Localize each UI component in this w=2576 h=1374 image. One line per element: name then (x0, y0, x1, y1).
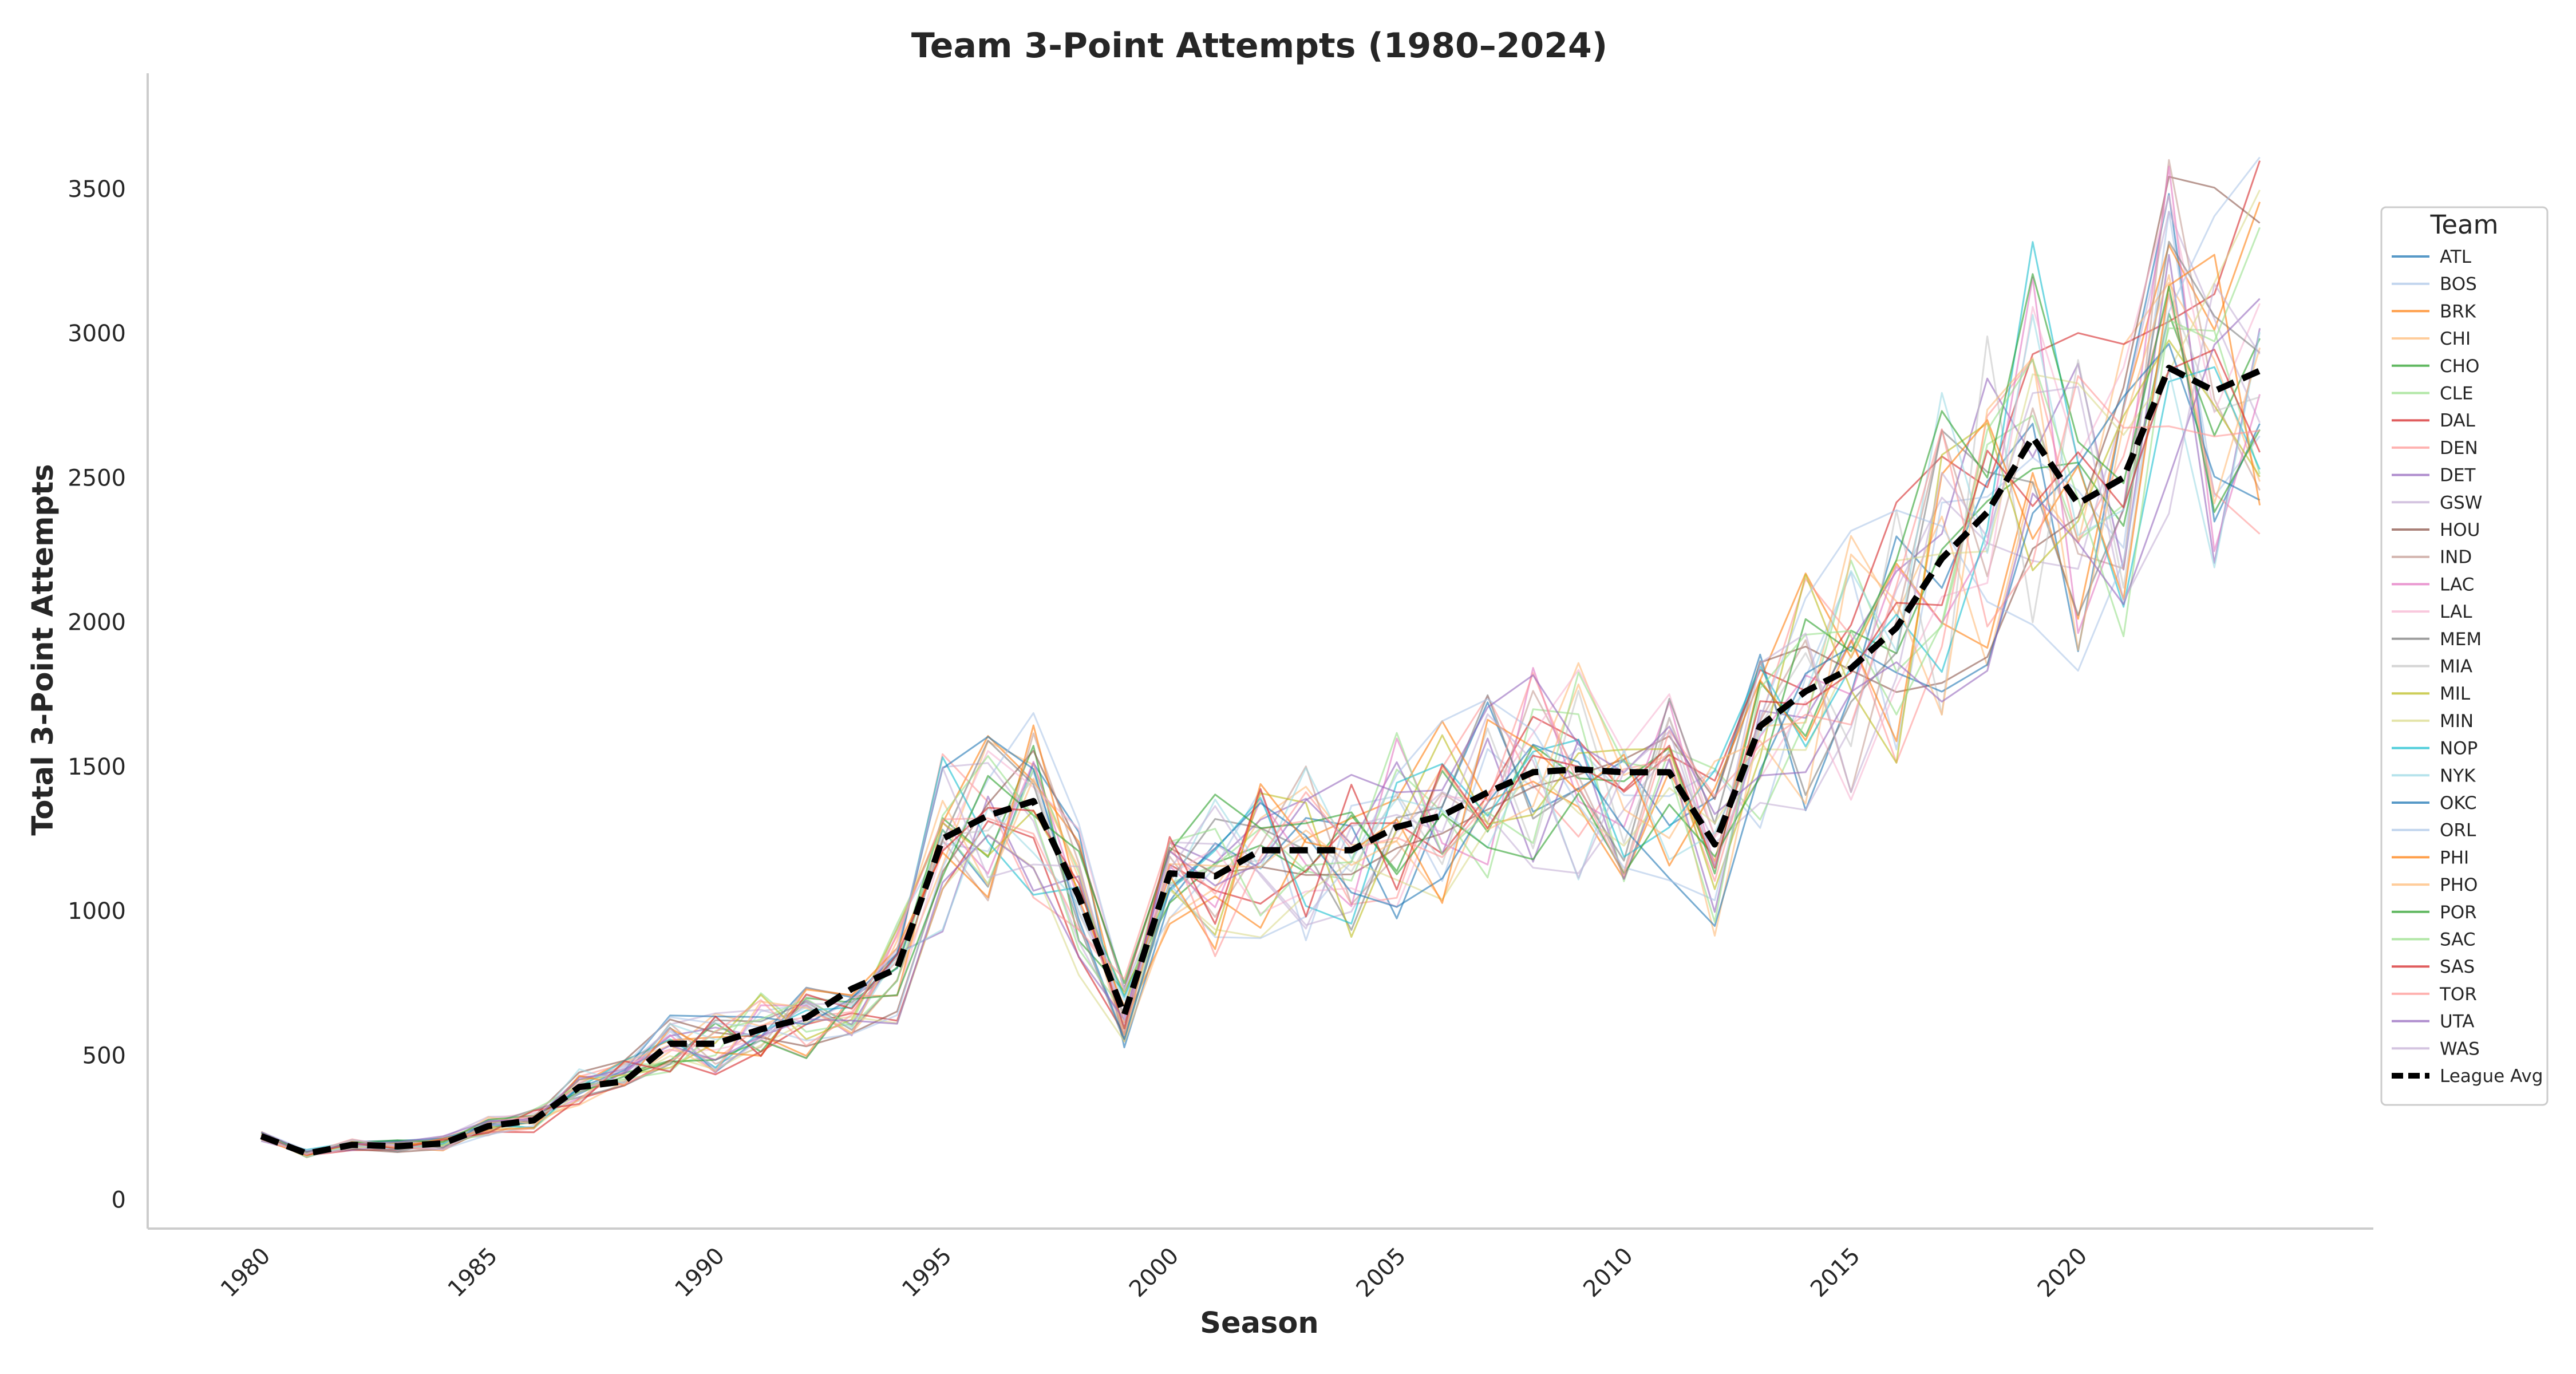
x-tick-label: 1985 (443, 1243, 503, 1303)
legend-title: Team (2430, 210, 2499, 240)
y-tick-label: 1000 (68, 898, 126, 925)
legend-label: POR (2440, 902, 2477, 923)
y-tick-label: 500 (82, 1043, 126, 1069)
legend-label: DET (2440, 465, 2476, 486)
legend-label: League Avg (2440, 1066, 2543, 1087)
axes (147, 73, 2373, 1230)
series-line-det (261, 254, 2261, 1154)
series-line-dal (260, 160, 2261, 1156)
series-line-den (260, 294, 2261, 1154)
legend-label: OKC (2440, 793, 2477, 814)
y-axis-label: Total 3-Point Attempts (26, 464, 60, 835)
legend-label: DEN (2440, 438, 2478, 459)
legend-label: MEM (2440, 629, 2482, 650)
x-axis-label: Season (1200, 1306, 1318, 1340)
legend-label: MIL (2440, 684, 2471, 704)
legend-label: BRK (2440, 301, 2476, 322)
legend-items: ATL BOS BRK CHI CHO CLE DAL DEN DET GSW HOU IND LAC L… (2392, 247, 2543, 1087)
series-line-cho (260, 313, 2261, 1152)
legend-label: SAC (2440, 930, 2476, 950)
x-ticks: 1980 1985 1990 1995 2000 2005 2010 2015 2020 (216, 1243, 2092, 1303)
series-line-hou (260, 176, 2261, 1156)
legend-label: SAS (2440, 957, 2475, 977)
legend-label: CHI (2440, 329, 2471, 349)
y-tick-label: 3000 (68, 321, 126, 347)
y-tick-label: 2000 (68, 610, 126, 636)
legend-label: LAC (2440, 574, 2474, 595)
series-line-gsw (260, 211, 2261, 1155)
x-tick-label: 2005 (1352, 1243, 1412, 1303)
series-line-tor (260, 375, 2260, 1155)
legend-label: MIA (2440, 657, 2472, 677)
legend-label: GSW (2440, 492, 2482, 513)
legend-label: ATL (2440, 247, 2472, 267)
series-line-phi (260, 254, 2261, 1156)
legend-label: IND (2440, 547, 2472, 568)
series-line-chi (260, 282, 2261, 1158)
x-tick-label: 1980 (216, 1243, 276, 1303)
legend: Team ATL BOS BRK CHI CHO CLE DAL DEN DET GSW HOU IN… (2380, 206, 2549, 1106)
x-tick-label: 2020 (2033, 1243, 2093, 1303)
series-line-mil (260, 339, 2261, 1158)
series-line-atl (260, 193, 2261, 1158)
legend-label: UTA (2440, 1012, 2474, 1032)
series-line-pho (260, 274, 2261, 1155)
legend-label: MIN (2440, 711, 2474, 732)
y-tick-label: 2500 (68, 465, 126, 491)
series-line-ind (260, 159, 2261, 1154)
chart-title: Team 3-Point Attempts (1980–2024) (911, 26, 1607, 66)
y-tick-label: 3500 (68, 176, 126, 203)
series-line-nyk (260, 314, 2261, 1158)
series-line-sac (260, 227, 2261, 1155)
x-tick-label: 1995 (897, 1243, 957, 1303)
legend-label: TOR (2439, 984, 2477, 1005)
series-line-lal (260, 195, 2261, 1158)
legend-label: NOP (2440, 739, 2478, 759)
series-line-okc (260, 343, 2261, 1155)
x-tick-label: 2015 (1805, 1243, 1866, 1303)
series-line-brk (260, 202, 2261, 1154)
series-line-uta (260, 298, 2261, 1153)
y-tick-label: 1500 (68, 754, 126, 780)
legend-label: CLE (2440, 384, 2474, 404)
legend-label: WAS (2440, 1039, 2480, 1059)
series-line-league-avg (260, 365, 2261, 1157)
series-line-orl (260, 156, 2261, 1151)
x-tick-label: 1990 (670, 1243, 730, 1303)
series-layer (260, 156, 2261, 1158)
legend-label: ORL (2440, 820, 2476, 841)
x-tick-label: 2010 (1578, 1243, 1638, 1303)
legend-label: BOS (2440, 274, 2477, 295)
series-line-nop (261, 241, 2261, 1151)
series-line-mia (261, 293, 2261, 1151)
legend-label: DAL (2440, 410, 2476, 431)
y-tick-label: 0 (112, 1187, 126, 1214)
legend-label: PHI (2440, 847, 2469, 868)
legend-label: NYK (2440, 765, 2476, 786)
series-line-sas (260, 349, 2261, 1155)
legend-label: HOU (2440, 520, 2480, 540)
y-ticks: 0 500 1000 1500 2000 2500 3000 3500 (68, 176, 126, 1214)
legend-box (2380, 206, 2549, 1106)
series-line-lac (260, 165, 2261, 1153)
legend-label: CHO (2440, 356, 2479, 377)
series-line-was (260, 283, 2261, 1155)
legend-label: LAL (2440, 602, 2472, 622)
x-tick-label: 2000 (1124, 1243, 1184, 1303)
legend-label: PHO (2440, 875, 2478, 895)
series-line-mem (260, 240, 2261, 1154)
series-line-por (260, 273, 2261, 1153)
